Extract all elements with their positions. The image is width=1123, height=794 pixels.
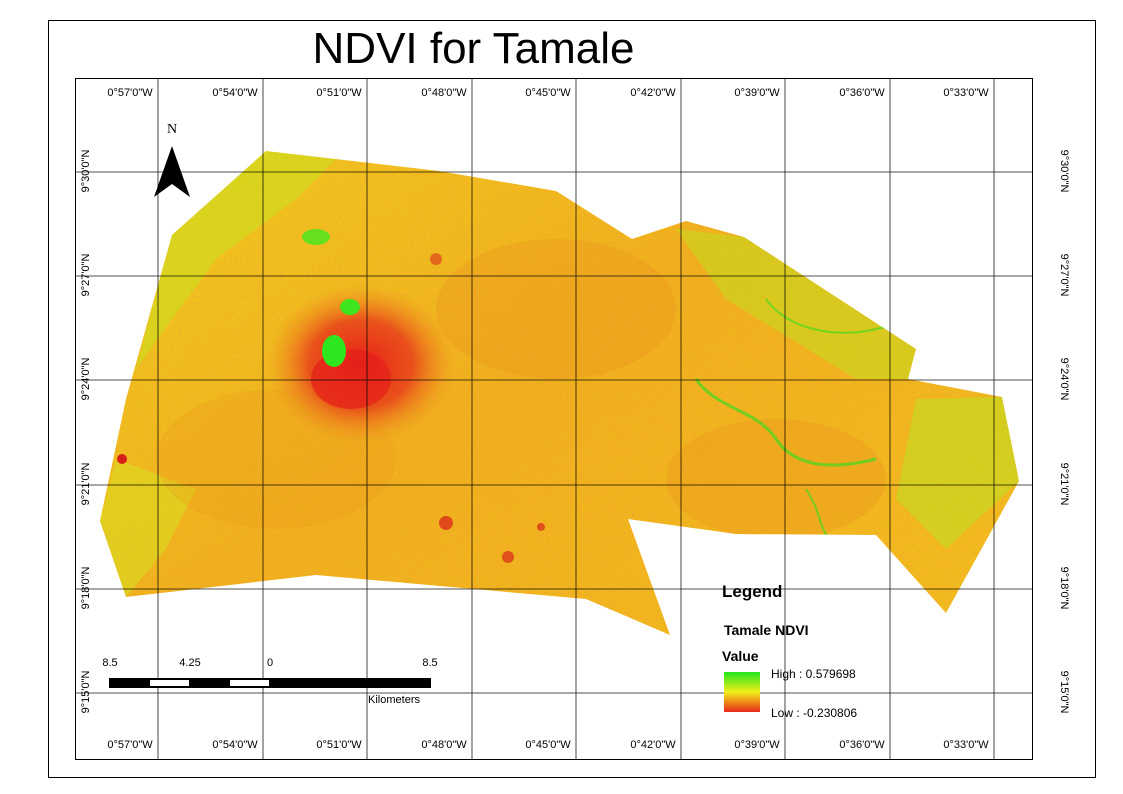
lon-label-bottom: 0°36'0"W <box>839 739 885 751</box>
lat-label-right: 9°18'0"N <box>1058 566 1070 610</box>
lat-label-right: 9°15'0"N <box>1058 670 1070 714</box>
lat-label-left: 9°24'0"N <box>80 357 92 401</box>
lon-label-top: 0°45'0"W <box>525 87 571 99</box>
legend-color-ramp <box>724 672 760 712</box>
lon-label-bottom: 0°48'0"W <box>421 739 467 751</box>
legend-layer-name: Tamale NDVI <box>724 622 809 638</box>
lat-label-right: 9°27'0"N <box>1058 253 1070 297</box>
scale-label: 4.25 <box>179 657 201 669</box>
lat-label-left: 9°15'0"N <box>80 670 92 714</box>
map-title: NDVI for Tamale <box>312 24 635 73</box>
north-arrow: N <box>152 122 192 202</box>
lat-label-right: 9°21'0"N <box>1058 462 1070 506</box>
lon-label-bottom: 0°57'0"W <box>107 739 153 751</box>
lat-label-left: 9°21'0"N <box>80 462 92 506</box>
lon-label-top: 0°39'0"W <box>734 87 780 99</box>
lon-label-bottom: 0°45'0"W <box>525 739 571 751</box>
lon-label-top: 0°42'0"W <box>630 87 676 99</box>
lon-label-bottom: 0°54'0"W <box>212 739 258 751</box>
legend: Legend Tamale NDVI Value High : 0.579698… <box>722 582 922 722</box>
legend-low-label: Low : -0.230806 <box>771 706 858 720</box>
legend-high-label: High : 0.579698 <box>771 667 856 681</box>
lon-label-top: 0°51'0"W <box>316 87 362 99</box>
lon-label-top: 0°48'0"W <box>421 87 467 99</box>
scale-label: 0 <box>266 657 274 669</box>
lon-label-top: 0°57'0"W <box>107 87 153 99</box>
lat-label-left: 9°27'0"N <box>80 253 92 297</box>
lon-label-top: 0°33'0"W <box>943 87 989 99</box>
legend-field: Value <box>722 648 759 664</box>
lon-label-bottom: 0°51'0"W <box>316 739 362 751</box>
scale-units: Kilometers <box>368 694 420 706</box>
graticule <box>76 79 1032 759</box>
lon-label-bottom: 0°39'0"W <box>734 739 780 751</box>
north-label: N <box>166 122 178 137</box>
ndvi-raster <box>76 79 1032 759</box>
lon-label-top: 0°54'0"W <box>212 87 258 99</box>
page-border <box>48 20 1096 778</box>
lon-label-bottom: 0°33'0"W <box>943 739 989 751</box>
lon-label-top: 0°36'0"W <box>839 87 885 99</box>
lat-label-right: 9°30'0"N <box>1058 149 1070 193</box>
lat-label-left: 9°30'0"N <box>80 149 92 193</box>
scale-label: 8.5 <box>422 657 438 669</box>
scale-bar-graphic <box>109 678 431 688</box>
lat-label-left: 9°18'0"N <box>80 566 92 610</box>
scale-bar: 8.5 4.25 0 8.5 Kilometers <box>102 657 444 709</box>
map-frame[interactable] <box>75 78 1033 760</box>
north-arrow-icon <box>154 146 190 197</box>
lat-label-right: 9°24'0"N <box>1058 357 1070 401</box>
lon-label-bottom: 0°42'0"W <box>630 739 676 751</box>
scale-label: 8.5 <box>102 657 118 669</box>
legend-title: Legend <box>722 582 783 601</box>
